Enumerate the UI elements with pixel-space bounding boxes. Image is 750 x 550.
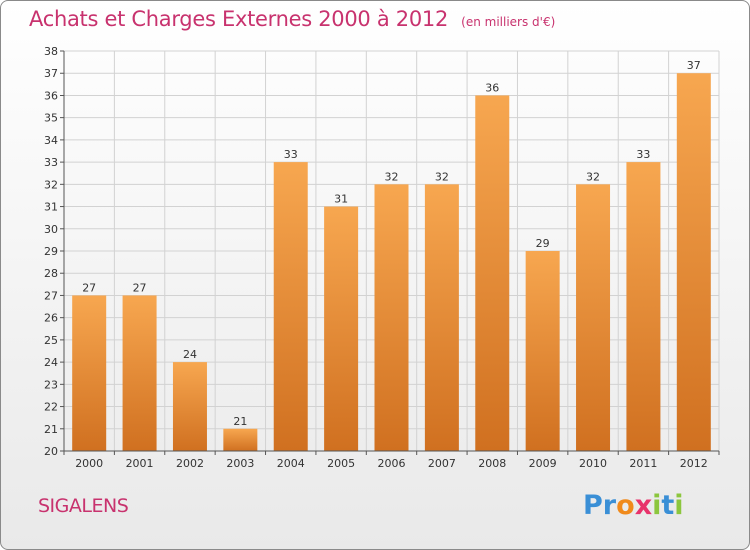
bar-value-label: 24 [183, 348, 197, 361]
y-tick-label: 32 [44, 178, 58, 191]
logo-letter: o [616, 490, 635, 521]
y-tick-label: 28 [44, 267, 58, 280]
proxiti-logo: Proxiti [583, 490, 684, 521]
bar [223, 428, 258, 451]
y-tick-label: 38 [44, 45, 58, 58]
chart-title: Achats et Charges Externes 2000 à 2012 (… [29, 7, 555, 31]
bar-value-label: 32 [435, 170, 449, 183]
logo-letter: x [634, 490, 653, 521]
bar [424, 184, 459, 452]
x-tick-label: 2004 [277, 457, 305, 470]
bar [273, 162, 308, 451]
bar [525, 251, 560, 451]
y-tick-label: 29 [44, 245, 58, 258]
y-tick-label: 25 [44, 334, 58, 347]
y-tick-label: 31 [44, 201, 58, 214]
x-tick-label: 2005 [327, 457, 355, 470]
y-tick-label: 33 [44, 156, 58, 169]
bar-value-label: 32 [385, 170, 399, 183]
x-tick-label: 2011 [629, 457, 657, 470]
y-tick-label: 21 [44, 423, 58, 436]
y-tick-label: 23 [44, 378, 58, 391]
bar [172, 362, 207, 451]
y-tick-label: 34 [44, 134, 58, 147]
y-tick-label: 35 [44, 112, 58, 125]
x-tick-label: 2006 [378, 457, 406, 470]
y-tick-label: 20 [44, 445, 58, 458]
bars [72, 73, 711, 452]
y-tick-label: 22 [44, 401, 58, 414]
bar [374, 184, 409, 452]
bar [626, 162, 661, 451]
x-tick-label: 2012 [680, 457, 708, 470]
x-tick-label: 2007 [428, 457, 456, 470]
y-tick-label: 26 [44, 312, 58, 325]
x-tick-label: 2008 [478, 457, 506, 470]
x-tick-label: 2001 [126, 457, 154, 470]
y-tick-label: 24 [44, 356, 58, 369]
commune-name: SIGALENS [38, 495, 129, 517]
logo-letter: i [652, 490, 662, 521]
bar-value-label: 31 [334, 193, 348, 206]
logo-letter: P [583, 490, 603, 521]
bar [324, 206, 359, 451]
bar-value-label: 37 [687, 59, 701, 72]
chart-title-text: Achats et Charges Externes 2000 à 2012 [29, 7, 449, 31]
data-labels: 27 27 24 21 33 31 32 32 36 29 32 33 37 [82, 59, 701, 428]
bar [576, 184, 611, 452]
logo-letter: t [661, 490, 675, 521]
bar-value-label: 33 [284, 148, 298, 161]
bar-value-label: 36 [485, 81, 499, 94]
y-tick-label: 27 [44, 289, 58, 302]
x-tick-label: 2010 [579, 457, 607, 470]
y-tick-label: 30 [44, 223, 58, 236]
bar-value-label: 21 [233, 415, 247, 428]
axes: 20 21 22 23 24 25 26 27 28 29 30 31 32 33 34 35 36 37 38 20… [44, 45, 720, 470]
logo-letter: r [602, 490, 617, 521]
bar-value-label: 32 [586, 170, 600, 183]
bar-value-label: 27 [82, 281, 96, 294]
bar-value-label: 29 [536, 237, 550, 250]
logo-letter: i [674, 490, 684, 521]
x-tick-label: 2000 [75, 457, 103, 470]
bar [676, 73, 711, 451]
chart-unit-text: (en milliers d'€) [461, 15, 556, 29]
bar [122, 295, 157, 451]
x-tick-label: 2002 [176, 457, 204, 470]
bar-value-label: 33 [636, 148, 650, 161]
y-tick-label: 37 [44, 67, 58, 80]
x-tick-label: 2009 [529, 457, 557, 470]
bar-value-label: 27 [133, 281, 147, 294]
bar [475, 95, 510, 451]
bar [72, 295, 107, 451]
y-tick-label: 36 [44, 89, 58, 102]
x-tick-label: 2003 [226, 457, 254, 470]
